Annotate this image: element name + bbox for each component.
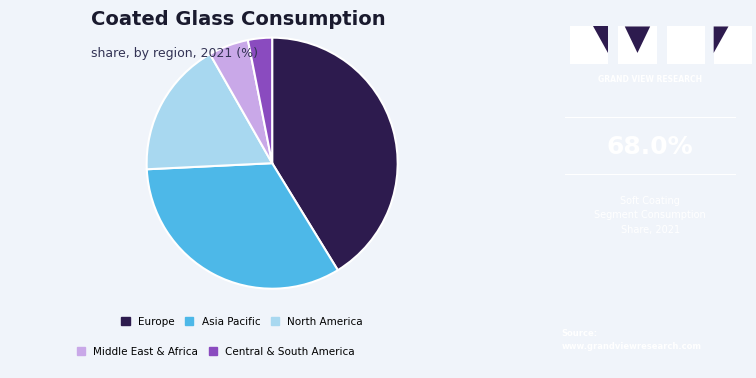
- Text: GRAND VIEW RESEARCH: GRAND VIEW RESEARCH: [598, 75, 702, 84]
- FancyBboxPatch shape: [667, 26, 705, 64]
- Wedge shape: [248, 38, 272, 163]
- Wedge shape: [147, 54, 272, 169]
- FancyBboxPatch shape: [714, 26, 751, 64]
- Polygon shape: [714, 26, 729, 53]
- Text: Soft Coating
Segment Consumption
Share, 2021: Soft Coating Segment Consumption Share, …: [594, 196, 706, 235]
- Wedge shape: [272, 38, 398, 270]
- Legend: Middle East & Africa, Central & South America: Middle East & Africa, Central & South Am…: [73, 342, 359, 361]
- Text: share, by region, 2021 (%): share, by region, 2021 (%): [91, 46, 259, 60]
- Text: Coated Glass Consumption: Coated Glass Consumption: [91, 10, 386, 29]
- Wedge shape: [210, 40, 272, 163]
- FancyBboxPatch shape: [570, 26, 608, 64]
- Polygon shape: [624, 26, 650, 53]
- Polygon shape: [593, 26, 608, 53]
- FancyBboxPatch shape: [618, 26, 656, 64]
- Text: 68.0%: 68.0%: [607, 135, 693, 160]
- Text: Source:
www.grandviewresearch.com: Source: www.grandviewresearch.com: [561, 329, 702, 351]
- Wedge shape: [147, 163, 338, 289]
